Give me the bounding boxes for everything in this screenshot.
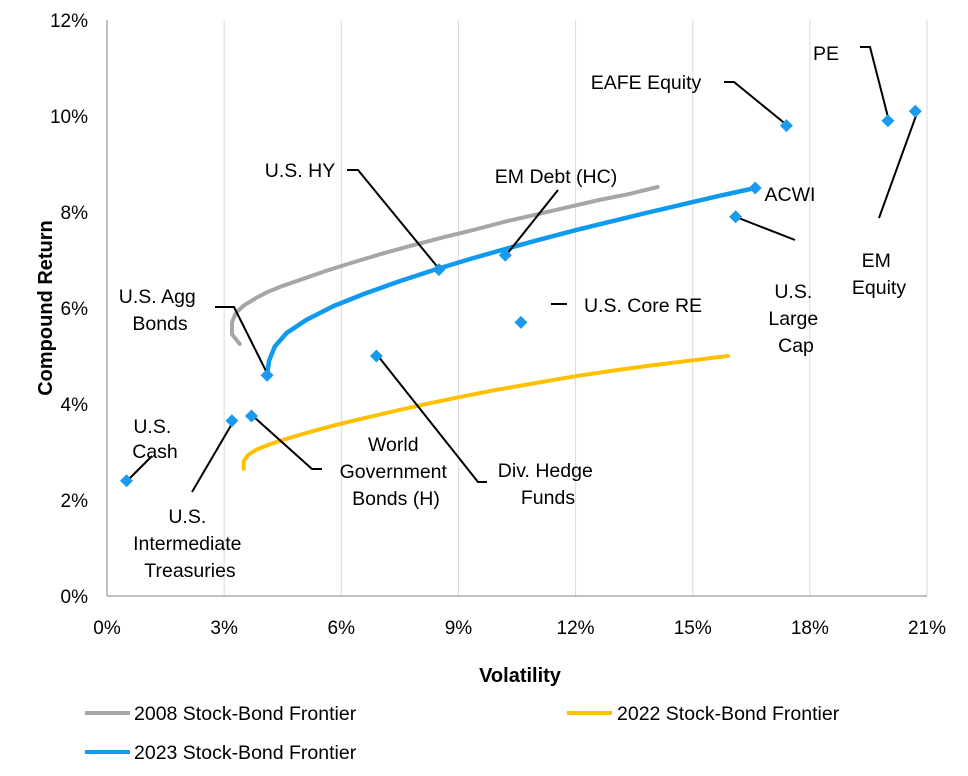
y-tick-label: 12% xyxy=(50,11,88,32)
leader-line xyxy=(253,416,322,470)
marker-em-equity xyxy=(908,104,922,118)
leader-line xyxy=(878,112,918,219)
leader-line xyxy=(127,455,153,481)
label-em-debt: EM Debt (HC) xyxy=(495,166,617,188)
y-tick-label: 2% xyxy=(61,491,89,512)
label-us-intermediate-treasuries: U.S. Intermediate Treasuries xyxy=(133,506,247,582)
y-tick-label: 8% xyxy=(61,203,89,224)
y-axis-title: Compound Return xyxy=(35,220,57,396)
y-tick-label: 10% xyxy=(50,107,88,128)
x-tick-label: 3% xyxy=(210,618,238,639)
legend: 2008 Stock-Bond Frontier 2022 Stock-Bond… xyxy=(85,703,840,764)
y-tick-label: 6% xyxy=(61,299,89,320)
x-tick-label: 0% xyxy=(93,618,121,639)
marker-pe xyxy=(881,114,895,128)
annotation-labels: U.S. Cash U.S. Intermediate Treasuries W… xyxy=(119,43,907,582)
x-axis-title: Volatility xyxy=(479,665,562,687)
leader-line xyxy=(377,355,487,483)
vertical-gridlines xyxy=(106,20,928,596)
label-div-hedge-funds: Div. Hedge Funds xyxy=(498,460,598,509)
leader-line xyxy=(215,306,269,376)
label-us-hy: U.S. HY xyxy=(265,160,335,182)
label-us-agg-bonds: U.S. Agg Bonds xyxy=(119,286,201,335)
marker-acwi xyxy=(748,181,762,195)
marker-u-s-intermediate-treasuries xyxy=(225,414,239,428)
x-tick-label: 12% xyxy=(557,618,595,639)
leader-line xyxy=(191,421,234,493)
marker-u-s-agg-bonds xyxy=(260,368,274,382)
marker-u-s-hy xyxy=(432,263,446,277)
legend-label-2008: 2008 Stock-Bond Frontier xyxy=(134,703,357,725)
label-pe: PE xyxy=(813,43,839,65)
x-tick-label: 9% xyxy=(445,618,473,639)
label-em-equity: EM Equity xyxy=(852,250,906,299)
legend-label-2022: 2022 Stock-Bond Frontier xyxy=(617,703,840,725)
label-world-government-bonds: World Government Bonds (H) xyxy=(340,434,453,510)
marker-u-s-core-re xyxy=(514,315,528,329)
x-tick-label: 6% xyxy=(328,618,356,639)
marker-div-hedge-funds xyxy=(369,349,383,363)
leader-line xyxy=(860,46,890,122)
frontier-2023-line xyxy=(264,185,758,378)
plot-frame xyxy=(106,20,927,597)
marker-u-s-cash xyxy=(120,474,134,488)
leader-line xyxy=(347,169,441,271)
marker-world-government-bonds-h xyxy=(244,409,258,423)
tick-labels: 0% 3% 6% 9% 12% 15% 18% 21% 0% 2% 4% 6% 8% 10% 12% xyxy=(50,11,946,639)
label-us-large-cap: U.S. Large Cap xyxy=(768,281,823,357)
label-us-cash: U.S. Cash xyxy=(132,416,178,463)
asset-class-markers xyxy=(120,104,922,488)
frontier-2008-line xyxy=(230,185,660,346)
leader-line xyxy=(735,216,796,241)
label-us-core-re: U.S. Core RE xyxy=(584,295,702,317)
legend-label-2023: 2023 Stock-Bond Frontier xyxy=(134,742,357,764)
annotation-leader-lines xyxy=(127,46,918,493)
label-eafe-equity: EAFE Equity xyxy=(591,72,702,94)
marker-u-s-large-cap xyxy=(729,210,743,224)
label-acwi: ACWI xyxy=(765,184,816,206)
leader-line xyxy=(506,189,559,255)
marker-eafe-equity xyxy=(779,119,793,133)
x-tick-label: 15% xyxy=(674,618,712,639)
x-tick-label: 18% xyxy=(791,618,829,639)
x-tick-label: 21% xyxy=(908,618,946,639)
leader-line xyxy=(724,81,789,127)
y-tick-label: 0% xyxy=(61,587,89,608)
frontier-lines xyxy=(230,185,758,471)
marker-em-debt-hc xyxy=(498,248,512,262)
y-tick-label: 4% xyxy=(61,395,89,416)
frontier-2022-line xyxy=(241,354,730,471)
